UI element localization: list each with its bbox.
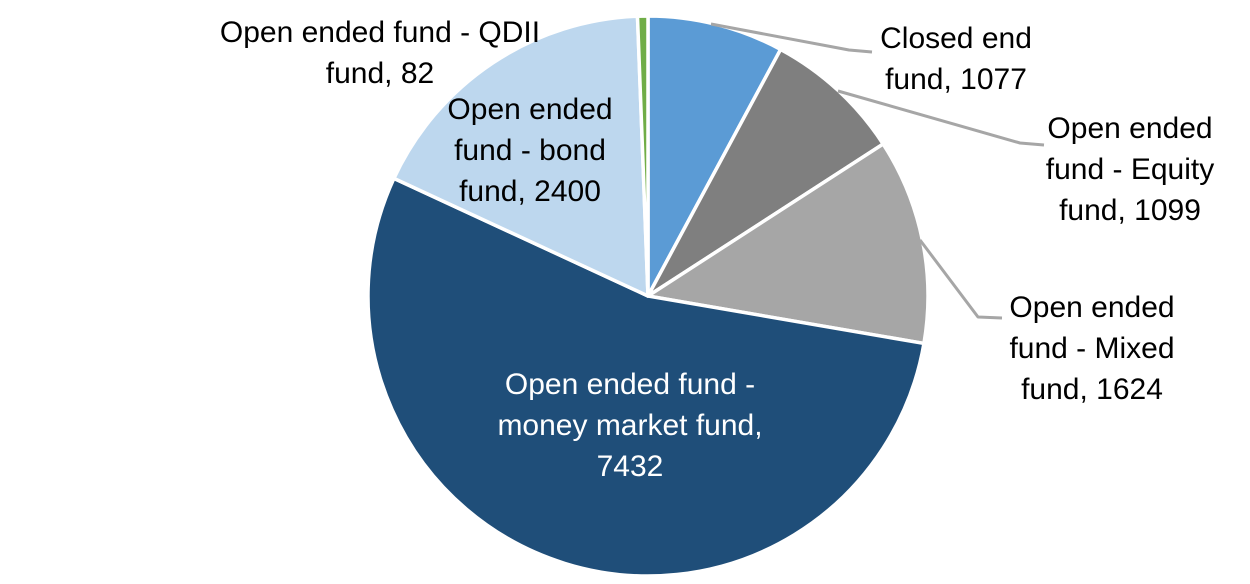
leader-line-closed-end-fund <box>710 22 873 54</box>
pie-slices <box>366 14 930 578</box>
label-money-market-fund: Open ended fund - money market fund, 743… <box>470 364 790 487</box>
label-mixed-fund-line: fund, 1624 <box>1021 373 1163 406</box>
pie-slice-open-ended-qdii-fund <box>635 14 650 298</box>
label-equity-fund-line: fund, 1099 <box>1059 194 1201 227</box>
label-bond-fund-line: Open ended <box>447 93 613 126</box>
label-bond-fund-line: fund - bond <box>454 134 606 167</box>
label-mixed-fund-line: Open ended <box>1009 291 1175 324</box>
pie-slice-open-ended-equity-fund <box>646 47 885 298</box>
label-bond-fund: Open ended fund - bond fund, 2400 <box>410 89 650 212</box>
label-mixed-fund-line: fund - Mixed <box>1009 332 1175 365</box>
label-money-market-fund-line: 7432 <box>596 450 664 483</box>
label-equity-fund: Open ended fund - Equity fund, 1099 <box>1000 108 1250 231</box>
label-mixed-fund: Open ended fund - Mixed fund, 1624 <box>962 287 1222 410</box>
label-equity-fund-line: Open ended <box>1047 112 1213 145</box>
label-closed-end-fund-line: fund, 1077 <box>885 63 1027 96</box>
leader-line-equity-fund <box>837 89 1045 147</box>
label-qdii-fund-line: fund, 82 <box>325 57 435 90</box>
label-qdii-fund: Open ended fund - QDII fund, 82 <box>200 12 560 94</box>
pie-slice-open-ended-bond-fund <box>392 14 650 298</box>
leader-line-mixed-fund <box>918 239 1003 320</box>
label-qdii-fund-line: Open ended fund - QDII <box>219 16 541 49</box>
label-equity-fund-line: fund - Equity <box>1045 153 1215 186</box>
label-closed-end-fund: Closed end fund, 1077 <box>826 18 1086 100</box>
label-money-market-fund-line: money market fund, <box>497 409 763 442</box>
label-bond-fund-line: fund, 2400 <box>459 175 601 208</box>
label-money-market-fund-line: Open ended fund - <box>504 368 756 401</box>
pie-slice-open-ended-mixed-fund <box>646 142 930 346</box>
label-closed-end-fund-line: Closed end <box>880 22 1032 55</box>
pie-slice-open-ended-money-market-fund <box>366 176 926 578</box>
